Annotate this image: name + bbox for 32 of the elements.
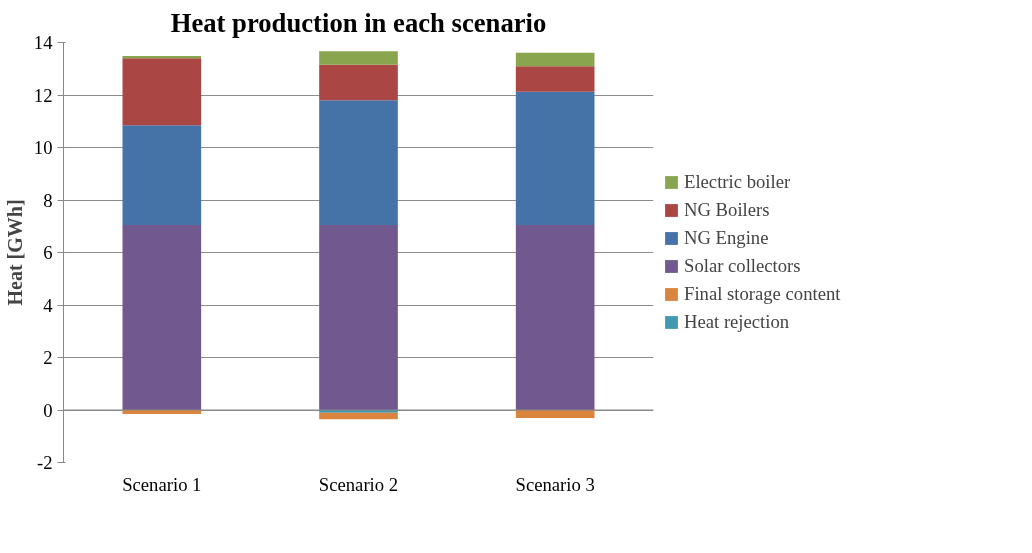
bar xyxy=(515,52,595,67)
y-tick-label: 14 xyxy=(33,32,54,53)
bar xyxy=(319,100,398,225)
y-tick-label: 6 xyxy=(43,242,53,263)
bar xyxy=(319,224,398,410)
legend-label: Heat rejection xyxy=(684,311,790,333)
bar xyxy=(122,125,202,225)
y-tick-label: 10 xyxy=(33,137,53,158)
x-tick-label: Scenario 1 xyxy=(122,473,202,495)
bar xyxy=(319,64,398,101)
bar xyxy=(319,51,398,65)
legend-label: NG Boilers xyxy=(684,199,770,221)
x-tick-label: Scenario 3 xyxy=(515,473,595,495)
bar xyxy=(515,66,595,92)
y-tick-label: 12 xyxy=(33,84,53,106)
y-tick-label: 8 xyxy=(43,189,53,211)
bar xyxy=(122,224,202,410)
legend-label: Electric boiler xyxy=(684,171,791,193)
bar xyxy=(515,91,595,225)
bar xyxy=(515,224,595,410)
bar xyxy=(319,412,398,420)
legend-label: Final storage content xyxy=(684,283,841,305)
y-tick-label: 0 xyxy=(43,399,53,421)
legend-label: Solar collectors xyxy=(684,255,801,277)
y-tick-label: 2 xyxy=(43,347,53,368)
y-tick-label: 4 xyxy=(43,294,54,316)
x-tick-label: Scenario 2 xyxy=(318,473,399,495)
bar xyxy=(122,58,202,126)
y-axis-title: Heat [GWh] xyxy=(3,199,26,306)
y-tick-label: -2 xyxy=(36,452,53,473)
legend-label: NG Engine xyxy=(684,227,769,249)
chart-title: Heat production in each scenario xyxy=(170,7,547,38)
